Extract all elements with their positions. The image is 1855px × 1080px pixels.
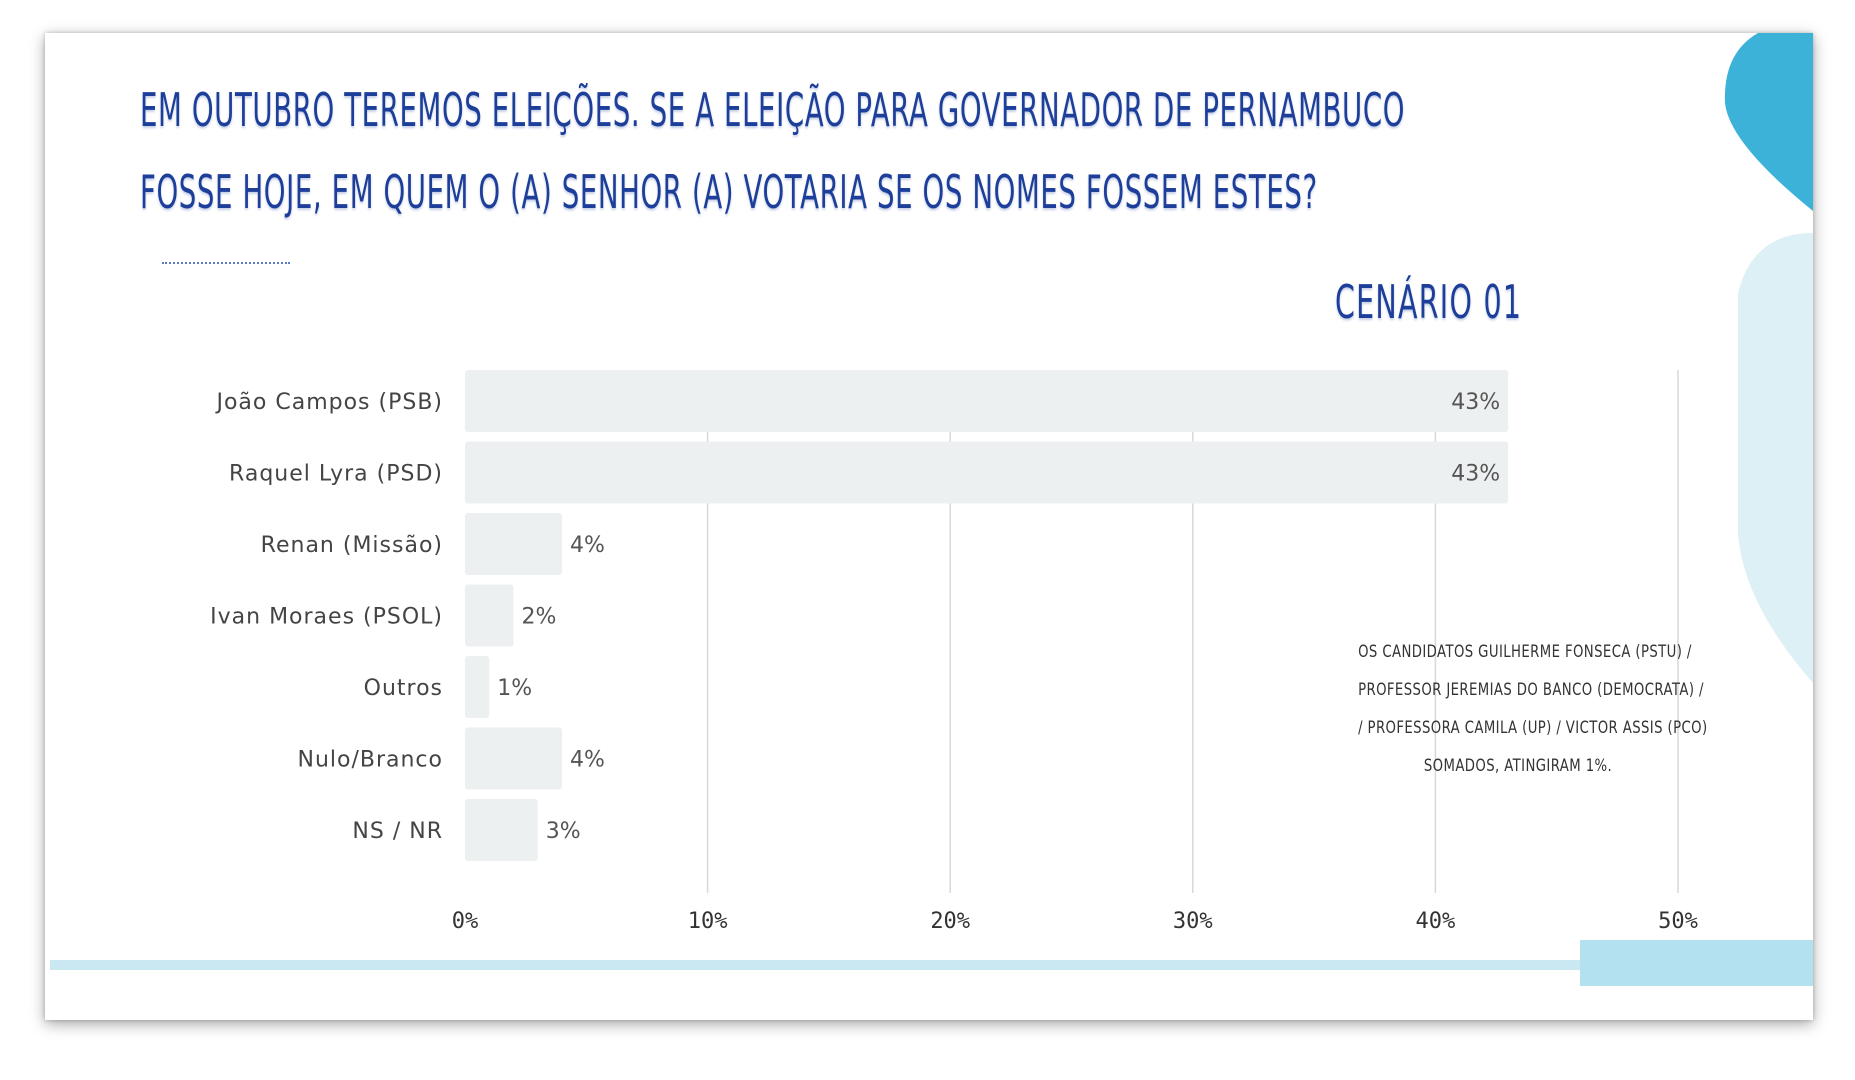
x-tick-label-40: 40% — [1416, 909, 1456, 934]
bottom-decorative-block — [1580, 940, 1813, 986]
category-label-6: NS / NR — [352, 819, 443, 844]
value-label-6: 3% — [546, 819, 581, 844]
value-label-3: 2% — [522, 605, 557, 630]
chart-subtitle: CENÁRIO 01 — [1335, 275, 1523, 329]
footnote-line-4: SOMADOS, ATINGIRAM 1%. — [1423, 756, 1613, 776]
page-title-line-2: FOSSE HOJE, EM QUEM O (A) SENHOR (A) VOT… — [140, 165, 1318, 219]
category-label-3: Ivan Moraes (PSOL) — [210, 605, 443, 630]
bar-5 — [465, 727, 563, 790]
decorative-shape-right — [1738, 233, 1813, 683]
slide: EM OUTUBRO TEREMOS ELEIÇÕES. SE A ELEIÇÃ… — [45, 33, 1813, 1020]
x-tick-label-10: 10% — [688, 909, 728, 934]
category-label-4: Outros — [364, 676, 443, 701]
bar-6 — [465, 799, 538, 861]
category-label-2: Renan (Missão) — [261, 533, 443, 558]
value-label-1: 43% — [1451, 462, 1500, 487]
bar-0 — [465, 370, 1509, 432]
x-tick-label-20: 20% — [930, 909, 970, 934]
value-label-0: 43% — [1451, 390, 1500, 415]
bar-2 — [465, 513, 563, 575]
page-title-line-1: EM OUTUBRO TEREMOS ELEIÇÕES. SE A ELEIÇÃ… — [140, 83, 1406, 137]
value-label-2: 4% — [570, 533, 605, 558]
value-label-5: 4% — [570, 748, 605, 773]
footnote: OS CANDIDATOS GUILHERME FONSECA (PSTU) /… — [1313, 633, 1723, 785]
bar-1 — [465, 441, 1509, 504]
bar-chart: João Campos (PSB) 43% Raquel Lyra (PSD) 43%… — [210, 370, 1698, 934]
bar-3 — [465, 584, 514, 647]
x-tick-label-50: 50% — [1658, 909, 1698, 934]
bottom-decorative-bar — [50, 960, 1730, 970]
category-label-0: João Campos (PSB) — [214, 390, 443, 415]
category-label-1: Raquel Lyra (PSD) — [229, 462, 443, 487]
x-tick-label-30: 30% — [1173, 909, 1213, 934]
footnote-line-3: / PROFESSORA CAMILA (UP) / VICTOR ASSIS … — [1358, 718, 1708, 738]
title-underline — [162, 262, 290, 264]
x-tick-label-0: 0% — [452, 909, 479, 934]
footnote-line-1: OS CANDIDATOS GUILHERME FONSECA (PSTU) / — [1358, 642, 1692, 662]
category-label-5: Nulo/Branco — [297, 748, 443, 773]
decorative-shape-top-right — [1724, 33, 1813, 211]
footnote-line-2: PROFESSOR JEREMIAS DO BANCO (DEMOCRATA) … — [1358, 680, 1704, 700]
value-label-4: 1% — [497, 676, 532, 701]
bar-4 — [465, 656, 490, 718]
